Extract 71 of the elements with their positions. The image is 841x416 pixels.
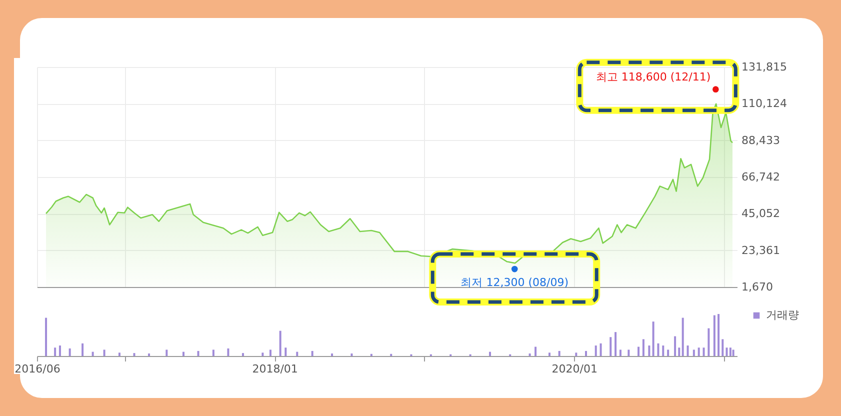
bar [708,328,710,356]
y-tick-label: 23,361 [742,244,780,257]
bar [68,348,71,356]
bar [686,346,689,356]
bar [678,348,680,356]
y-tick-label: 45,052 [742,207,780,220]
bar [279,330,282,356]
bar [702,348,705,356]
bar [619,350,622,356]
bar [729,348,732,356]
bar [350,353,353,356]
bar [242,353,244,356]
bar [594,346,597,356]
bar [262,352,264,356]
x-tick-label: 2016/06 [14,362,60,376]
bar [58,346,61,356]
y-tick-label: 131,815 [742,60,787,74]
bar [331,353,334,356]
bar [284,348,287,356]
bar [698,348,700,356]
bar [82,343,84,356]
bar [103,350,106,356]
bar [585,350,588,356]
bar [718,314,720,356]
bar [548,352,550,356]
annotation: 최저 12,300 (08/09) [460,276,568,290]
bar [713,315,716,356]
bar [722,339,724,356]
y-tick-label: 110,124 [742,97,787,110]
bar [166,350,168,356]
bar [642,339,644,356]
bar [648,346,650,356]
bar [674,336,676,356]
y-tick-label: 66,742 [742,170,780,184]
bar [118,352,120,356]
bar [652,322,654,356]
bar [575,352,578,356]
bar [614,332,617,356]
bar [182,352,184,356]
bar [133,353,136,356]
legend-label: 거래량 [766,308,799,322]
bar [296,352,298,356]
annotation: 최고 118,600 (12/11) [596,70,711,84]
bar [726,348,728,356]
bar [628,350,630,356]
bar [682,318,684,356]
y-tick-label: 88,433 [742,134,780,147]
bar [534,346,537,356]
bar [657,343,660,356]
bar [610,337,612,356]
bar [197,350,200,356]
bar [212,350,214,356]
bar [488,352,491,356]
bar [148,353,150,356]
x-tick-label: 2020/01 [552,362,598,376]
bar [311,350,314,356]
bar [54,348,56,356]
bar [662,346,664,356]
bar [667,350,670,356]
bar [638,346,640,356]
bar [692,350,695,356]
bar [269,350,272,356]
bar [45,318,48,356]
y-tick-label: 1,670 [742,280,773,294]
bar [558,350,560,356]
bar [600,343,602,356]
bar [732,350,734,356]
bar [528,353,531,356]
bar [92,352,94,356]
bar [227,348,230,356]
x-tick-label: 2018/01 [252,362,298,376]
